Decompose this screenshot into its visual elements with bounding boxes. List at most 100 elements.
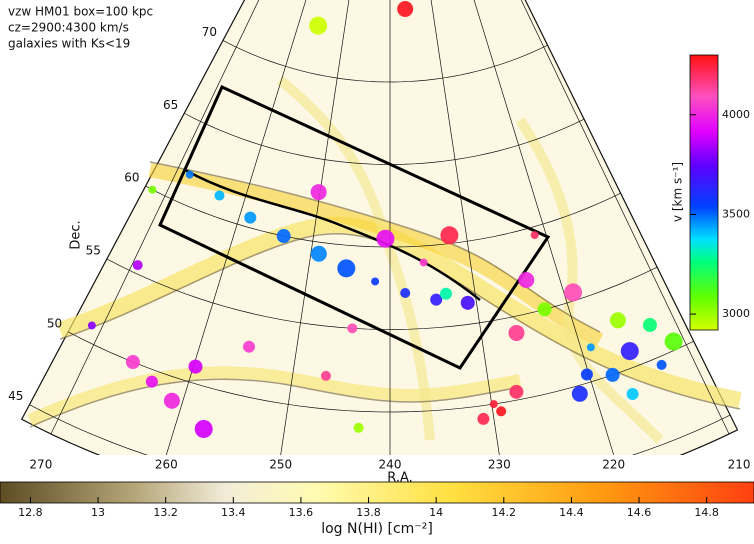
grid-line	[50, 0, 260, 435]
annotation: cz=2900:4300 km/s	[8, 21, 129, 35]
galaxy	[620, 342, 639, 361]
galaxy	[571, 385, 588, 402]
x-tick-label: 240	[379, 458, 402, 472]
galaxy	[509, 384, 524, 399]
galaxy	[489, 400, 498, 409]
galaxy	[430, 293, 443, 306]
galaxy	[664, 332, 683, 351]
galaxy	[163, 392, 180, 409]
colorbar2-tick-label: 14.6	[627, 506, 652, 519]
y-tick-label: 45	[8, 389, 23, 403]
galaxy	[148, 185, 157, 194]
galaxy	[125, 355, 140, 370]
grid-line	[520, 0, 730, 435]
grid-line	[473, 0, 615, 455]
galaxy	[347, 323, 358, 334]
galaxy	[276, 229, 291, 244]
galaxies	[87, 0, 683, 438]
colorbar2-tick-label: 14.8	[694, 506, 719, 519]
x-tick-label: 220	[602, 458, 625, 472]
colorbar-tick-label: 3000	[722, 307, 750, 320]
galaxy	[188, 359, 203, 374]
colorbar-tick-label: 3500	[722, 207, 750, 220]
galaxy	[419, 258, 428, 267]
x-tick-label: 230	[488, 458, 511, 472]
grid-line	[430, 0, 500, 455]
galaxy	[440, 226, 459, 245]
galaxy	[337, 259, 356, 278]
grid-line	[68, 331, 694, 413]
colorbar2-tick-label: 12.8	[18, 506, 43, 519]
galaxy	[518, 271, 535, 288]
galaxy	[609, 312, 626, 329]
galaxy	[320, 370, 331, 381]
galaxy	[145, 375, 158, 388]
annotation: galaxies with Ks<19	[8, 37, 130, 51]
galaxy	[371, 277, 380, 286]
grid-line	[184, 112, 585, 165]
galaxy	[132, 260, 143, 271]
colorbar2-label: log N(HI) [cm⁻²]	[321, 521, 433, 537]
grid-line	[165, 0, 307, 455]
galaxy	[496, 406, 507, 417]
galaxy	[400, 287, 411, 298]
galaxy	[439, 287, 452, 300]
galaxy	[214, 190, 225, 201]
map	[20, 0, 739, 455]
x-tick-label: 260	[155, 458, 178, 472]
y-axis-label: Dec.	[69, 220, 84, 249]
colorbar2-tick-label: 14.2	[492, 506, 517, 519]
galaxy	[376, 229, 395, 248]
grid-line	[222, 40, 548, 83]
colorbar2-tick-label: 13	[91, 506, 105, 519]
galaxy	[310, 184, 327, 201]
colorbar2-tick-label: 13.6	[289, 506, 314, 519]
galaxy	[397, 0, 414, 17]
y-tick-label: 65	[163, 98, 178, 112]
colorbar2-tick-label: 13.8	[356, 506, 381, 519]
colorbar2-tick-label: 14.4	[559, 506, 584, 519]
y-tick-label: 50	[47, 316, 62, 330]
x-tick-label: 270	[29, 458, 52, 472]
galaxy	[605, 367, 620, 382]
galaxy	[656, 359, 667, 370]
selection-box	[158, 85, 551, 370]
y-tick-label: 60	[124, 171, 139, 185]
grid-line	[29, 404, 731, 455]
galaxy	[580, 368, 593, 381]
x-tick-label: 210	[728, 458, 751, 472]
galaxy	[477, 412, 490, 425]
galaxy	[537, 302, 552, 317]
galaxy	[564, 283, 583, 302]
grid	[29, 0, 731, 455]
galaxy	[626, 388, 639, 401]
y-tick-label: 70	[202, 25, 217, 39]
galaxy	[508, 324, 525, 341]
galaxy	[642, 318, 657, 333]
galaxy	[87, 321, 96, 330]
velocity-colorbar	[689, 54, 719, 331]
colorbar-label: v [km s⁻¹]	[671, 162, 685, 222]
colorbar2-tick-label: 13.4	[221, 506, 246, 519]
galaxy	[353, 422, 364, 433]
galaxy	[530, 231, 539, 240]
colorbar2-tick-label: 13.2	[153, 506, 178, 519]
galaxy	[194, 419, 213, 438]
galaxy	[586, 343, 595, 352]
galaxy	[460, 295, 475, 310]
y-tick-label: 55	[86, 243, 101, 257]
galaxy	[310, 245, 327, 262]
x-tick-label: 250	[269, 458, 292, 472]
column-density-colorbar	[0, 481, 754, 504]
galaxy	[244, 211, 257, 224]
galaxy	[185, 170, 194, 179]
sightline	[184, 168, 481, 301]
map-area	[20, 0, 739, 455]
colorbar2-tick-label: 14	[429, 506, 443, 519]
galaxy	[309, 16, 328, 35]
colorbar-tick-label: 4000	[722, 108, 750, 121]
annotation: vzw HM01 box=100 kpc	[8, 5, 153, 19]
galaxy	[243, 340, 256, 353]
grid-line	[280, 0, 350, 455]
